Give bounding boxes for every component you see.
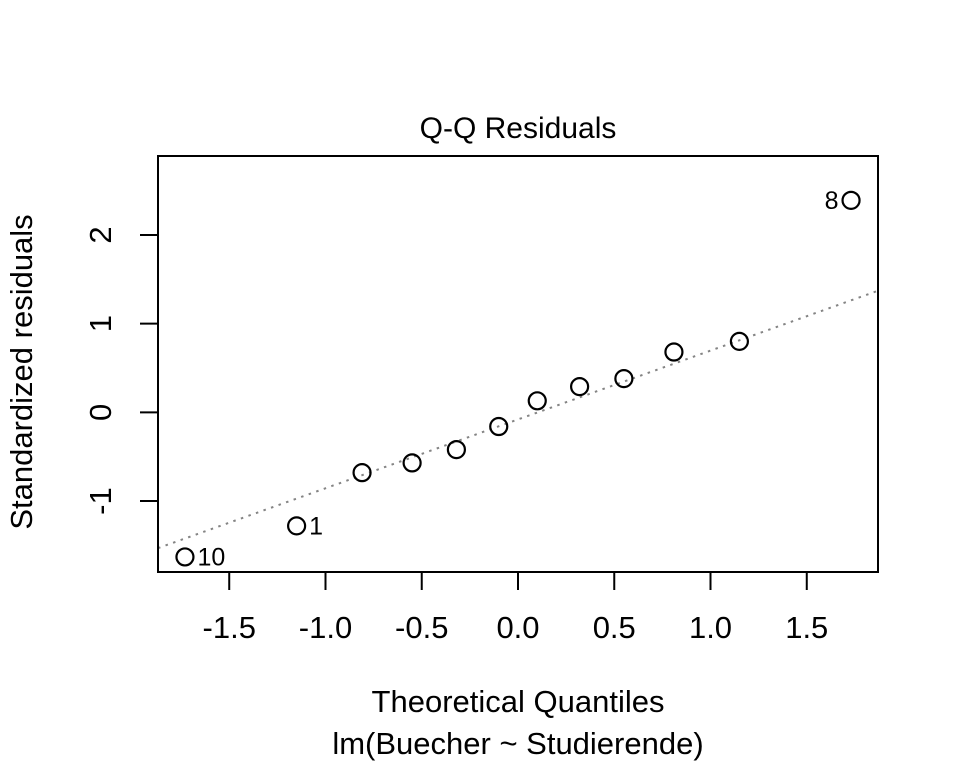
data-point — [402, 453, 422, 473]
point-id-label: 8 — [825, 187, 839, 215]
y-tick-label: -1 — [83, 487, 118, 515]
x-tick-label: 1.5 — [785, 610, 828, 645]
data-point — [352, 463, 372, 483]
data-point — [664, 342, 684, 362]
data-point — [489, 416, 509, 437]
point-id-label: 10 — [197, 544, 225, 572]
x-tick-label: 0.0 — [496, 610, 539, 645]
x-tick-label: -1.0 — [299, 610, 352, 645]
chart-title: Q-Q Residuals — [420, 112, 617, 145]
x-tick-label: -1.5 — [203, 610, 256, 645]
data-point — [527, 391, 547, 411]
y-tick-label: 1 — [83, 315, 118, 332]
data-point — [729, 331, 749, 351]
x-tick-label: 1.0 — [689, 610, 732, 645]
x-axis-label: Theoretical Quantiles — [372, 684, 665, 719]
y-axis-label: Standardized residuals — [4, 214, 39, 529]
x-tick-label: 0.5 — [593, 610, 636, 645]
data-point — [287, 516, 307, 536]
y-tick-label: 0 — [83, 404, 118, 421]
data-point — [614, 369, 634, 389]
data-point — [841, 190, 861, 210]
x-tick-label: -0.5 — [395, 610, 448, 645]
point-id-label: 1 — [309, 513, 323, 541]
data-point — [570, 377, 590, 397]
data-point — [446, 439, 466, 460]
data-point — [175, 547, 195, 567]
qq-reference-line — [157, 289, 879, 550]
y-tick-label: 2 — [83, 226, 118, 243]
plot-border — [157, 155, 879, 573]
x-axis-sublabel: lm(Buecher ~ Studierende) — [332, 726, 703, 761]
